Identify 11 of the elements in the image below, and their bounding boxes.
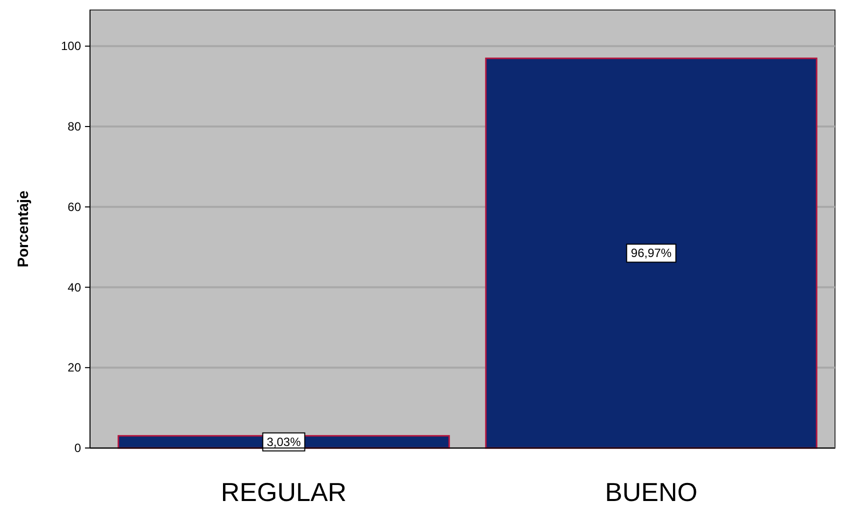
- data-label: 3,03%: [266, 434, 302, 449]
- x-tick-label: BUENO: [605, 477, 698, 507]
- data-label: 96,97%: [630, 246, 672, 260]
- x-tick-label: REGULAR: [220, 477, 347, 507]
- y-tick-label: 20: [68, 360, 82, 375]
- y-tick-label: 0: [74, 441, 82, 455]
- y-tick-label: 60: [68, 200, 82, 214]
- y-axis-title: Porcentaje: [15, 190, 32, 268]
- y-tick-label: 80: [68, 120, 82, 134]
- y-tick-label: 40: [68, 280, 82, 294]
- y-tick-label: 100: [60, 39, 82, 54]
